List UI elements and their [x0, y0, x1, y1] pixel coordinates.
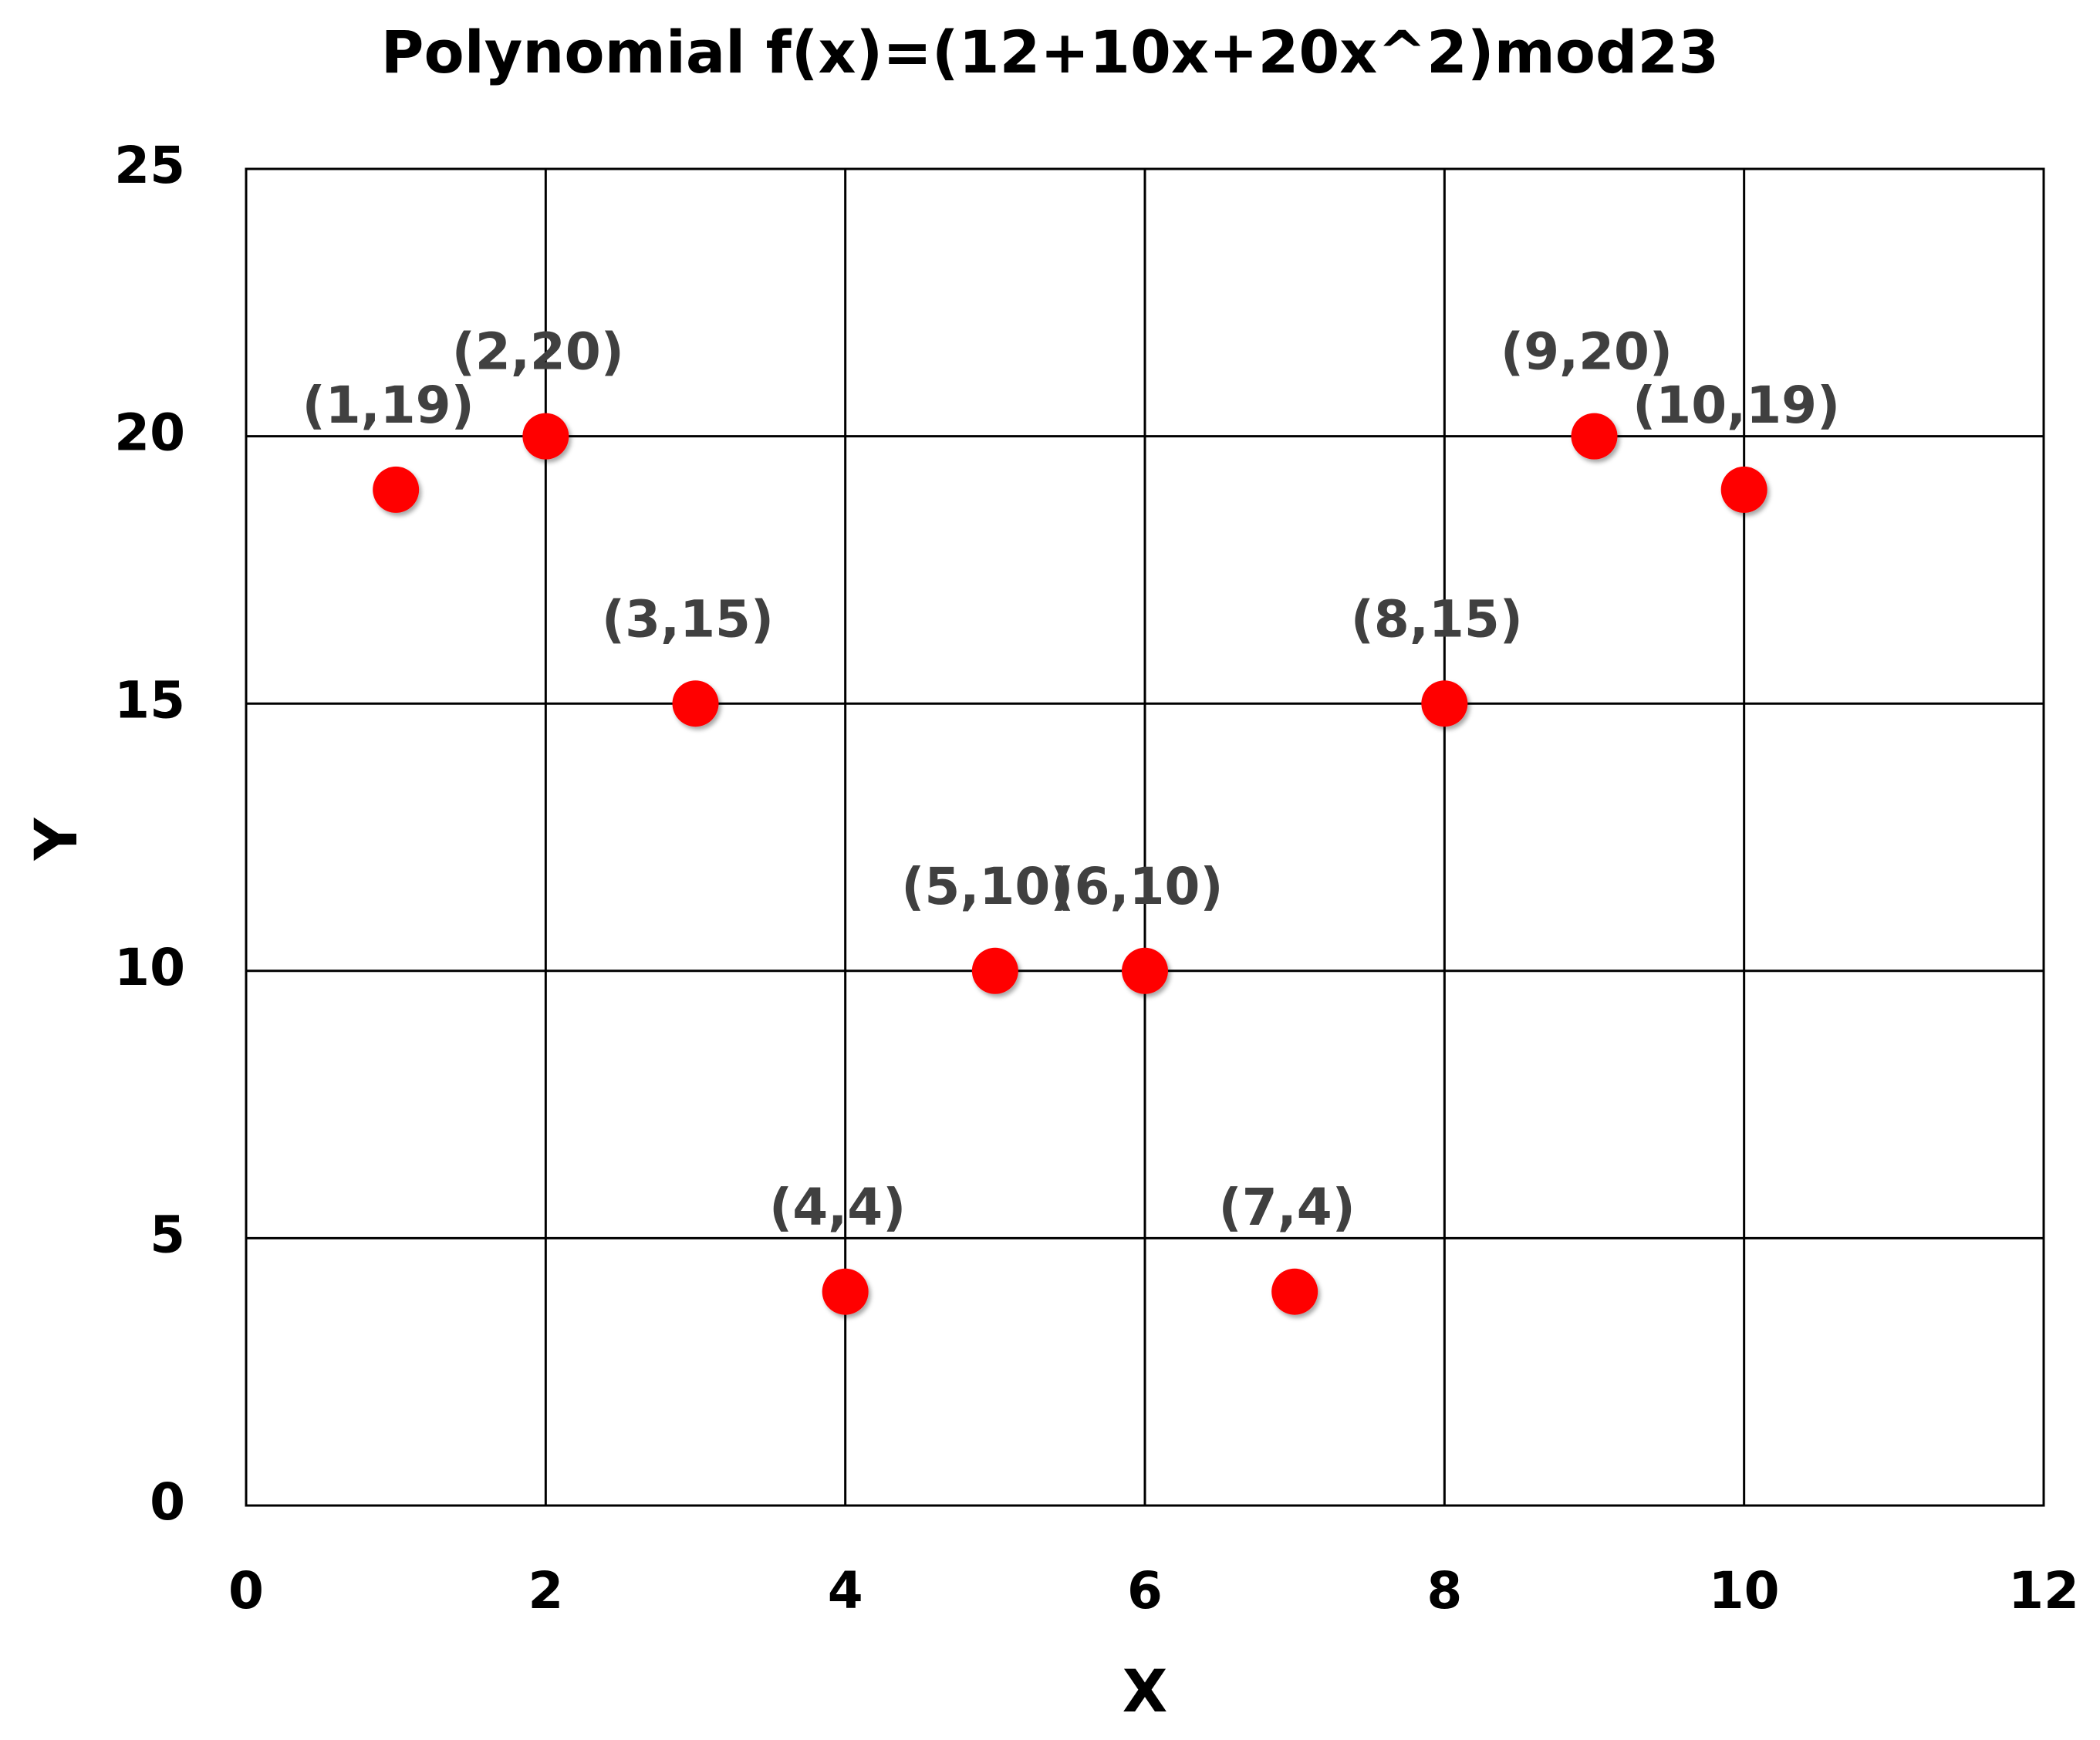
point: [373, 466, 420, 513]
y-tick-label: 20: [114, 403, 185, 463]
x-tick-label: 2: [528, 1561, 563, 1620]
data-label: (2,20): [452, 322, 624, 382]
point: [971, 947, 1018, 994]
data-label: (4,4): [769, 1178, 906, 1237]
point: [1571, 413, 1618, 460]
x-tick-label: 8: [1426, 1561, 1462, 1620]
y-tick-label: 15: [114, 670, 185, 730]
x-axis-label: X: [1123, 1657, 1168, 1725]
point: [672, 680, 719, 727]
data-label: (10,19): [1632, 376, 1840, 435]
y-axis-label: Y: [22, 818, 90, 862]
data-label: (3,15): [602, 589, 774, 649]
plot-border: [245, 167, 2045, 1507]
point: [522, 413, 569, 460]
y-tick-label: 5: [150, 1205, 185, 1264]
point: [822, 1268, 869, 1315]
y-tick-label: 0: [150, 1472, 185, 1532]
x-tick-label: 6: [1127, 1561, 1163, 1620]
data-label: (6,10): [1051, 857, 1223, 916]
point: [1421, 680, 1468, 727]
x-tick-label: 12: [2008, 1561, 2079, 1620]
chart-title: Polynomial f(x)=(12+10x+20x^2)mod23: [381, 18, 1719, 86]
x-tick-label: 0: [228, 1561, 264, 1620]
x-tick-label: 4: [828, 1561, 863, 1620]
data-label: (7,4): [1219, 1178, 1356, 1237]
point: [1720, 466, 1767, 513]
point: [1122, 947, 1168, 994]
data-label: (9,20): [1501, 322, 1673, 382]
y-tick-label: 25: [114, 136, 185, 195]
data-label: (5,10): [901, 857, 1073, 916]
data-label: (1,19): [302, 376, 474, 435]
y-tick-label: 10: [114, 938, 185, 997]
x-tick-label: 10: [1709, 1561, 1780, 1620]
data-label: (8,15): [1351, 589, 1523, 649]
point: [1271, 1268, 1318, 1315]
